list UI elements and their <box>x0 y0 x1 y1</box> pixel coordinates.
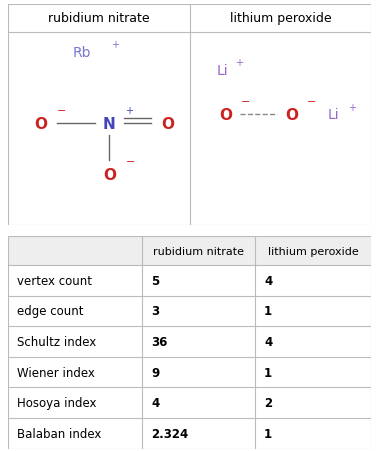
Text: vertex count: vertex count <box>17 274 92 287</box>
Text: Wiener index: Wiener index <box>17 366 94 379</box>
Text: 1: 1 <box>264 305 272 318</box>
Text: +: + <box>111 41 119 51</box>
Text: 1: 1 <box>264 366 272 379</box>
Text: rubidium nitrate: rubidium nitrate <box>153 246 244 256</box>
Text: 2.324: 2.324 <box>151 427 188 440</box>
Text: edge count: edge count <box>17 305 83 318</box>
Text: +: + <box>348 102 356 112</box>
Text: 3: 3 <box>151 305 160 318</box>
Text: rubidium nitrate: rubidium nitrate <box>48 12 149 25</box>
Text: 2: 2 <box>264 396 272 410</box>
Text: Li: Li <box>328 108 339 122</box>
Text: Rb: Rb <box>73 46 92 60</box>
Text: O: O <box>285 107 298 123</box>
Text: 4: 4 <box>264 274 273 287</box>
Text: 36: 36 <box>151 335 168 348</box>
Text: N: N <box>103 116 116 131</box>
Text: −: − <box>307 97 316 107</box>
Bar <box>8 237 371 265</box>
Text: −: − <box>126 156 135 166</box>
Text: 1: 1 <box>264 427 272 440</box>
Text: Balaban index: Balaban index <box>17 427 101 440</box>
Text: −: − <box>241 97 251 107</box>
Text: −: − <box>57 106 66 115</box>
Text: O: O <box>161 116 174 131</box>
Text: 5: 5 <box>151 274 160 287</box>
Text: +: + <box>125 106 133 115</box>
Text: lithium peroxide: lithium peroxide <box>268 246 359 256</box>
Text: Li: Li <box>217 64 229 78</box>
Text: lithium peroxide: lithium peroxide <box>230 12 331 25</box>
Text: 4: 4 <box>264 335 273 348</box>
Text: 4: 4 <box>151 396 160 410</box>
Text: 9: 9 <box>151 366 160 379</box>
Text: Schultz index: Schultz index <box>17 335 96 348</box>
Text: O: O <box>34 116 47 131</box>
Text: O: O <box>219 107 232 123</box>
Text: +: + <box>235 58 243 68</box>
Text: O: O <box>103 167 116 182</box>
Text: Hosoya index: Hosoya index <box>17 396 96 410</box>
